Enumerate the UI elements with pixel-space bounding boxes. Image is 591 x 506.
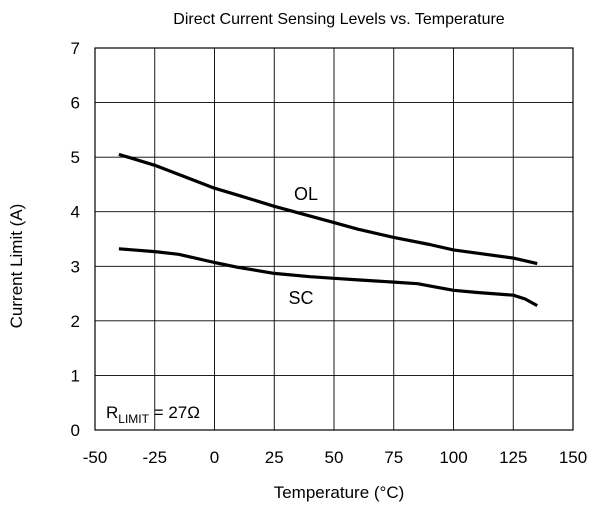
rlimit-value: = 27Ω [149, 403, 200, 422]
x-axis-title: Temperature (°C) [274, 483, 405, 502]
x-tick-label: 25 [265, 448, 284, 467]
y-axis-ticks: 0 1 2 3 4 5 6 7 [71, 39, 80, 440]
y-tick-label: 4 [71, 203, 80, 222]
grid [95, 48, 573, 430]
y-tick-label: 6 [71, 94, 80, 113]
series-labels: OL SC [288, 184, 318, 308]
x-tick-label: 50 [325, 448, 344, 467]
x-tick-label: 75 [384, 448, 403, 467]
y-axis-title: Current Limit (A) [7, 204, 26, 329]
y-tick-label: 3 [71, 257, 80, 276]
rlimit-subscript: LIMIT [118, 412, 149, 426]
plot-frame [94, 47, 574, 431]
series-lines [118, 152, 538, 308]
series-label-sc: SC [288, 288, 313, 308]
rlimit-main: R [106, 403, 118, 422]
chart-title: Direct Current Sensing Levels vs. Temper… [173, 11, 505, 28]
x-tick-label: -50 [83, 448, 108, 467]
y-tick-label: 0 [71, 421, 80, 440]
y-tick-label: 1 [71, 366, 80, 385]
x-tick-label: -25 [142, 448, 167, 467]
y-tick-label: 5 [71, 148, 80, 167]
x-tick-label: 125 [499, 448, 527, 467]
series-line-sc [118, 247, 538, 308]
series-label-ol: OL [294, 184, 318, 204]
x-tick-label: 150 [559, 448, 587, 467]
rlimit-annotation: RLIMIT = 27Ω [106, 403, 200, 426]
series-line-ol [118, 152, 538, 266]
y-tick-label: 7 [71, 39, 80, 58]
x-axis-ticks: -50 -25 0 25 50 75 100 125 150 [83, 448, 587, 467]
y-tick-label: 2 [71, 312, 80, 331]
x-tick-label: 0 [210, 448, 219, 467]
x-tick-label: 100 [439, 448, 467, 467]
